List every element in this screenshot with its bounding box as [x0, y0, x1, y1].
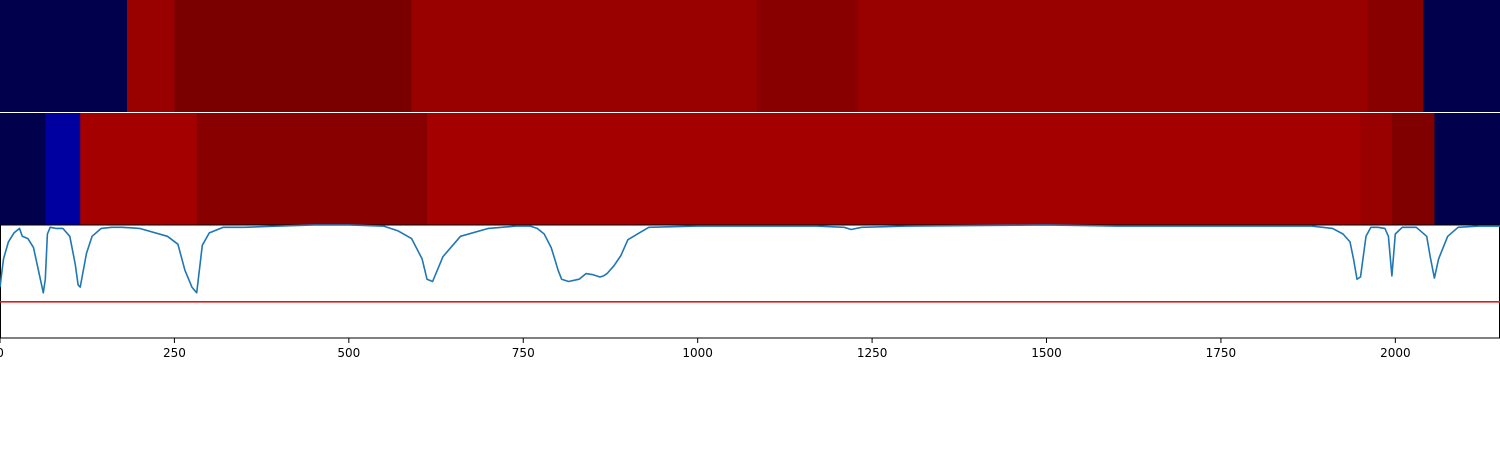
- x-tick-label-7: 1750: [1206, 346, 1237, 360]
- top-band-cell-1: [126, 0, 176, 112]
- top-band-cell-3: [411, 0, 758, 112]
- x-tick-label-4: 1000: [682, 346, 713, 360]
- series-line-0: [0, 224, 1500, 294]
- middle-band-cell-0: [0, 113, 46, 225]
- middle-band-cell-4: [426, 113, 1362, 225]
- x-axis: 0 250 500 750 1000 1250 1500 1750 2000: [0, 338, 1411, 360]
- middle-band-cell-1: [45, 113, 81, 225]
- top-band-cell-6: [1367, 0, 1424, 112]
- x-tick-label-6: 1500: [1031, 346, 1062, 360]
- heatmap-band-middle: [0, 113, 1500, 225]
- x-tick-label-8: 2000: [1380, 346, 1411, 360]
- x-tick-label-5: 1250: [857, 346, 888, 360]
- plot-frame: [0, 224, 1500, 339]
- middle-band-cell-7: [1434, 113, 1500, 225]
- middle-band-cell-3: [196, 113, 428, 225]
- top-band-cell-0: [0, 0, 128, 112]
- x-tick-label-0: 0: [0, 346, 4, 360]
- top-band-cell-2: [174, 0, 413, 112]
- line-plot-panel: [0, 224, 1500, 339]
- middle-band-cell-6: [1391, 113, 1436, 225]
- top-band-cell-4: [756, 0, 859, 112]
- middle-band-cell-5: [1360, 113, 1393, 225]
- middle-band-cell-2: [80, 113, 198, 225]
- top-band-cell-7: [1423, 0, 1500, 112]
- top-band-cell-5: [858, 0, 1369, 112]
- heatmap-band-top: [0, 0, 1500, 112]
- x-tick-label-1: 250: [163, 346, 186, 360]
- x-tick-label-2: 500: [337, 346, 360, 360]
- x-tick-label-3: 750: [512, 346, 535, 360]
